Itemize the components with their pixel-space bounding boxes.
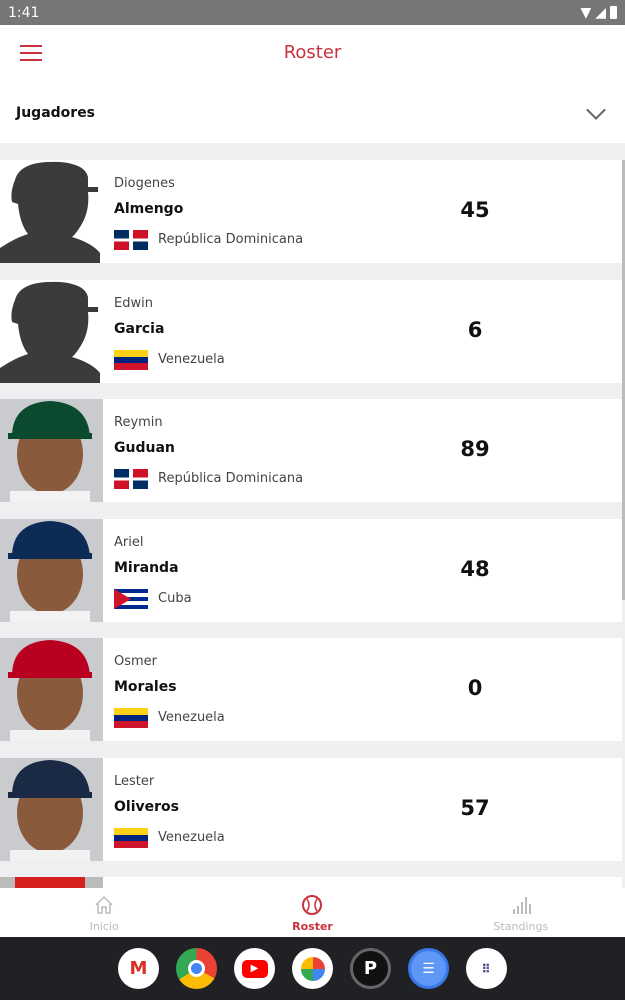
scrollbar[interactable]: [622, 160, 625, 600]
player-country: Venezuela: [158, 710, 225, 725]
player-last-name: Guduan: [114, 440, 175, 456]
player-first-name: Reymin: [114, 415, 163, 430]
home-icon: [95, 895, 113, 914]
nav-roster[interactable]: Roster: [208, 888, 416, 937]
app-header: Roster: [0, 25, 625, 85]
player-number: 6: [467, 317, 483, 342]
flag-icon: [114, 588, 148, 609]
player-country: Venezuela: [158, 351, 225, 367]
messages-icon[interactable]: ☰: [408, 948, 449, 989]
list-item[interactable]: [0, 877, 622, 888]
status-bar: 1:41 ▼ ◢: [0, 0, 625, 25]
flag-icon: [114, 827, 148, 848]
baseball-icon: [302, 895, 323, 915]
gmail-icon[interactable]: M: [118, 948, 159, 989]
flag-icon: [114, 349, 148, 370]
list-item[interactable]: Reymin Guduan República Dominicana 89: [0, 399, 622, 502]
player-photo: [0, 399, 103, 502]
player-last-name: Oliveros: [114, 798, 179, 815]
dropdown-value: Jugadores: [16, 105, 96, 121]
status-time: 1:41: [8, 4, 40, 21]
flag-icon: [114, 230, 148, 250]
signal-icon: ◢: [595, 4, 606, 21]
p-app-icon[interactable]: P: [350, 948, 391, 989]
player-photo: [0, 638, 103, 741]
nav-standings[interactable]: Standings: [417, 888, 625, 937]
roster-filter-dropdown[interactable]: Jugadores: [0, 85, 625, 143]
flag-icon: [114, 469, 148, 489]
player-first-name: Osmer: [114, 654, 158, 669]
list-item[interactable]: Diogenes Almengo República Dominicana 45: [0, 160, 622, 263]
app-dock: M ▶ P ☰ ⠿: [0, 937, 625, 1000]
player-number: 45: [460, 198, 490, 222]
list-item[interactable]: Osmer Morales Venezuela 0: [0, 638, 622, 741]
player-number: 89: [460, 437, 490, 461]
player-photo: [0, 518, 103, 622]
menu-icon[interactable]: [20, 45, 42, 61]
list-item[interactable]: Ariel Miranda Cuba 48: [0, 518, 622, 622]
bottom-nav: Inicio Roster Standings: [0, 888, 625, 937]
list-item[interactable]: Edwin Garcia Venezuela 6: [0, 279, 622, 383]
page-title: Roster: [283, 42, 342, 63]
chrome-icon[interactable]: [176, 948, 217, 989]
player-first-name: Edwin: [114, 295, 153, 311]
app-drawer-icon[interactable]: ⠿: [466, 948, 507, 989]
nav-inicio[interactable]: Inicio: [0, 888, 208, 937]
wifi-icon: ▼: [580, 4, 592, 21]
flag-icon: [114, 708, 148, 728]
player-country: Venezuela: [158, 829, 225, 845]
player-last-name: Miranda: [114, 559, 179, 576]
player-last-name: Almengo: [114, 201, 184, 217]
photos-icon[interactable]: [292, 948, 333, 989]
player-number: 0: [467, 676, 483, 700]
player-first-name: Ariel: [114, 534, 144, 550]
list-item[interactable]: Lester Oliveros Venezuela 57: [0, 757, 622, 861]
player-number: 57: [460, 795, 490, 820]
player-photo: [0, 757, 103, 861]
player-first-name: Lester: [114, 773, 155, 789]
player-number: 48: [460, 556, 490, 581]
player-last-name: Morales: [114, 679, 177, 695]
bar-chart-icon: [512, 897, 531, 914]
chevron-down-icon: [586, 100, 606, 120]
player-photo: [0, 160, 103, 263]
player-country: Cuba: [158, 590, 192, 606]
player-first-name: Diogenes: [114, 176, 175, 191]
player-photo: [0, 279, 103, 383]
player-country: República Dominicana: [158, 232, 304, 247]
battery-icon: [610, 6, 617, 19]
player-country: República Dominicana: [158, 471, 304, 486]
youtube-icon[interactable]: ▶: [234, 948, 275, 989]
player-last-name: Garcia: [114, 320, 165, 337]
